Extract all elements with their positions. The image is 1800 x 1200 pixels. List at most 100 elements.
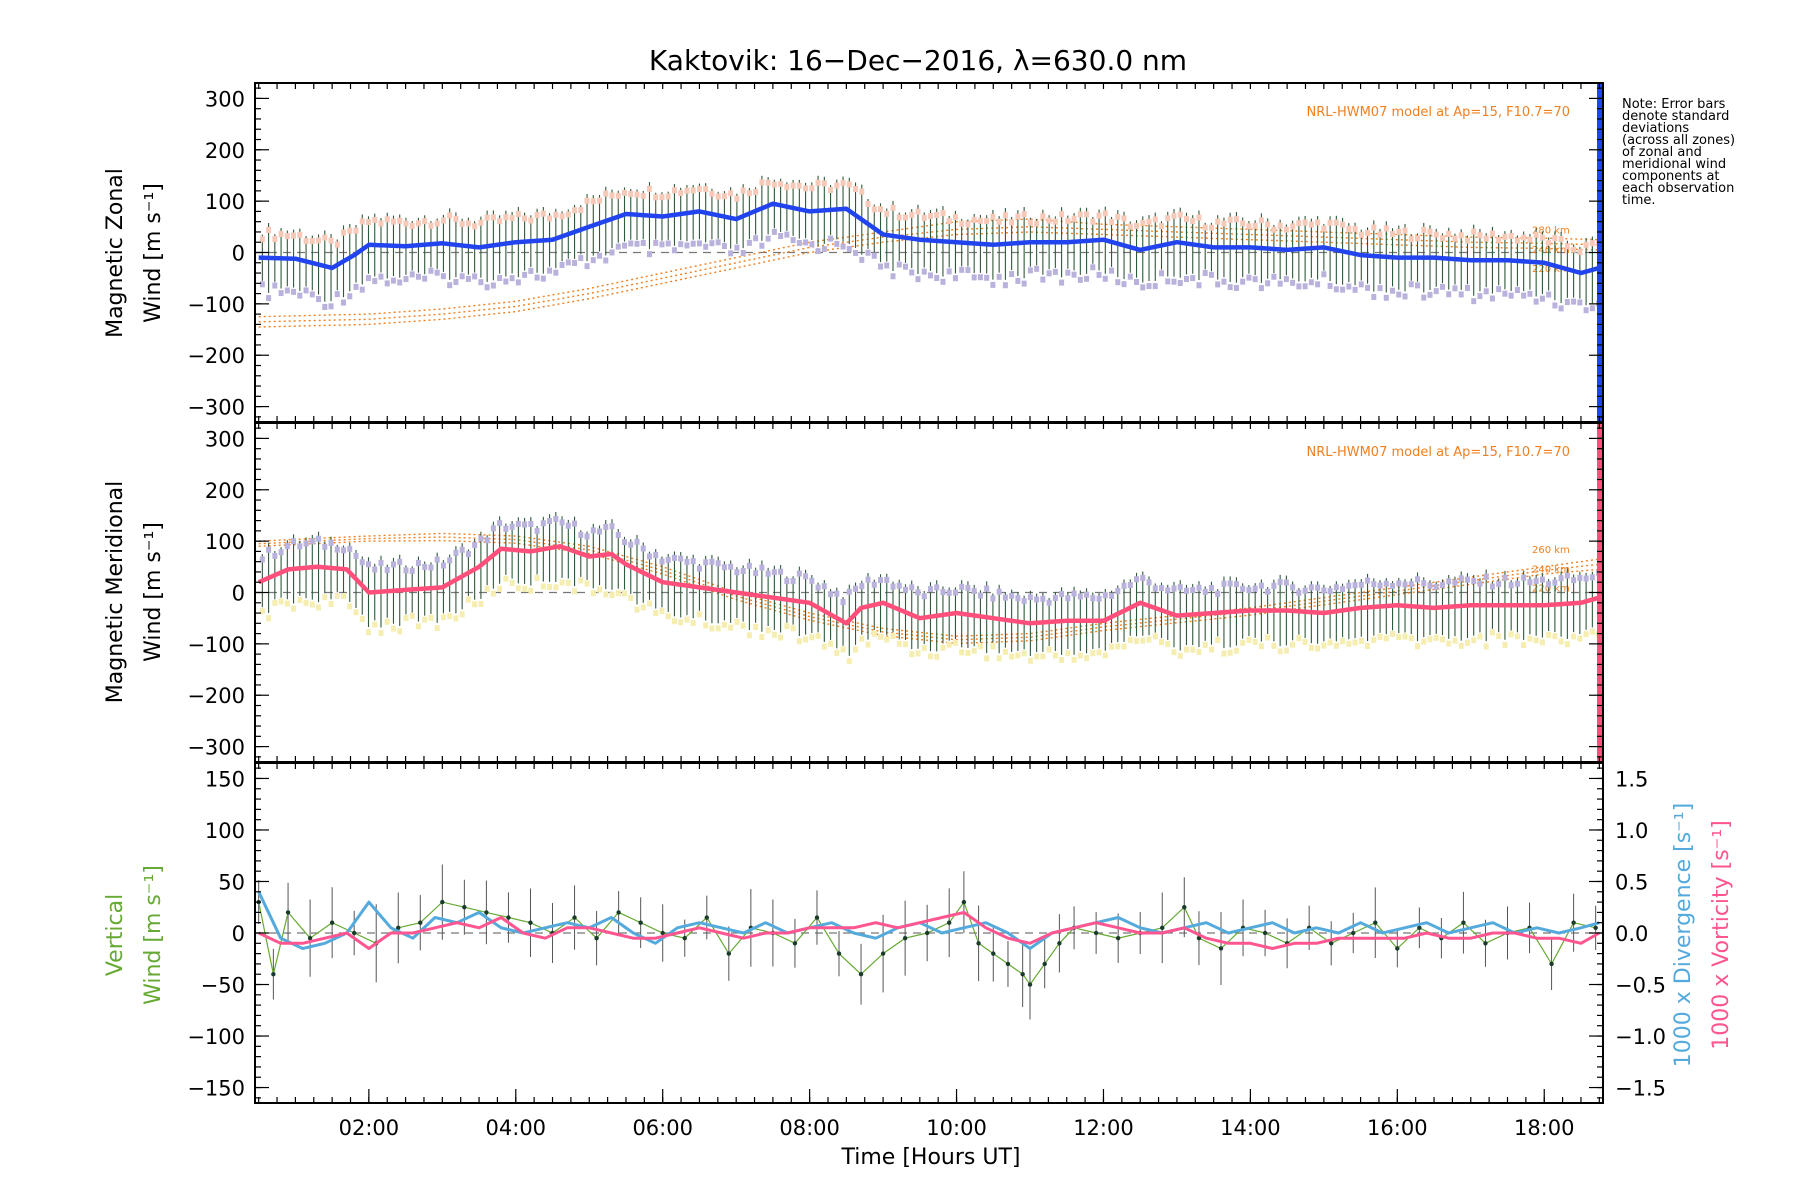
sd-marker-low (1265, 634, 1271, 641)
sd-marker-high (815, 584, 821, 591)
sd-marker-low (1446, 640, 1452, 647)
vertical-wind-point (462, 905, 467, 910)
sd-marker-low (1483, 643, 1489, 650)
y-tick-label: −100 (187, 293, 245, 317)
sd-marker-high (990, 213, 996, 220)
sd-marker-high (434, 556, 440, 563)
sd-marker-high (1390, 582, 1396, 589)
sd-marker-low (597, 252, 603, 259)
sd-marker-low (1583, 631, 1589, 638)
sd-marker-high (1502, 233, 1508, 240)
sd-marker-low (1396, 634, 1402, 641)
sd-marker-low (590, 590, 596, 597)
sd-marker-high (1377, 582, 1383, 589)
sd-marker-low (1502, 290, 1508, 297)
sd-marker-low (965, 649, 971, 656)
sd-marker-low (1421, 638, 1427, 645)
sd-marker-high (977, 217, 983, 224)
sd-marker-high (522, 215, 528, 222)
sd-marker-low (753, 623, 759, 630)
y2-tick-label: −1.5 (1615, 1077, 1666, 1101)
sd-marker-low (622, 590, 628, 597)
note-line: time. (1622, 193, 1656, 208)
sd-marker-high (528, 217, 534, 224)
sd-marker-high (646, 553, 652, 560)
sd-marker-low (690, 240, 696, 247)
meridional-model-label: NRL-HWM07 model at Ap=15, F10.7=70 (1307, 445, 1571, 460)
sd-marker-high (1552, 235, 1558, 242)
sd-marker-high (1071, 590, 1077, 597)
sd-marker-high (1340, 586, 1346, 593)
sd-marker-low (859, 635, 865, 642)
sd-marker-high (896, 214, 902, 221)
sd-marker-high (1533, 578, 1539, 585)
sd-marker-low (465, 275, 471, 282)
sd-marker-high (1009, 219, 1015, 226)
sd-marker-low (528, 587, 534, 594)
sd-marker-high (765, 179, 771, 186)
sd-marker-low (1134, 638, 1140, 645)
sd-marker-high (1577, 249, 1583, 256)
sd-marker-high (272, 236, 278, 243)
model-curve-220-km (258, 231, 1600, 328)
sd-marker-high (534, 527, 540, 534)
vertical-wind-point (1593, 925, 1598, 931)
divergence-y2label: 1000 x Divergence [s⁻¹] (1671, 803, 1696, 1067)
mean-wind-line (258, 201, 1600, 276)
sd-marker-high (347, 545, 353, 552)
sd-marker-high (1302, 587, 1308, 594)
sd-marker-low (1034, 265, 1040, 272)
vertical-wind-point (1160, 925, 1165, 931)
sd-marker-low (940, 278, 946, 285)
sd-marker-low (559, 579, 565, 586)
sd-marker-high (965, 584, 971, 591)
sd-marker-low (715, 625, 721, 632)
sd-marker-high (278, 549, 284, 556)
sd-marker-low (821, 643, 827, 650)
sd-marker-low (372, 278, 378, 285)
sd-marker-high (1134, 222, 1140, 229)
sd-marker-high (1427, 582, 1433, 589)
sd-marker-low (1277, 280, 1283, 287)
sd-marker-low (1458, 291, 1464, 298)
sd-marker-high (734, 569, 740, 576)
sd-marker-high (946, 589, 952, 596)
vertical-wind-point (1262, 930, 1268, 936)
sd-marker-high (347, 227, 353, 234)
sd-marker-low (696, 611, 702, 618)
sd-marker-high (1208, 585, 1214, 592)
sd-marker-low (1134, 278, 1140, 285)
sd-marker-low (528, 267, 534, 274)
sd-marker-low (584, 580, 590, 587)
sd-marker-low (790, 237, 796, 244)
sd-marker-high (1021, 211, 1027, 218)
sd-marker-low (1546, 631, 1552, 638)
sd-marker-low (1233, 647, 1239, 654)
sd-marker-high (509, 215, 515, 222)
sd-marker-low (278, 598, 284, 605)
sd-marker-high (266, 546, 272, 553)
sd-marker-high (590, 527, 596, 534)
sd-marker-high (1571, 246, 1577, 253)
sd-marker-low (297, 597, 303, 604)
sd-marker-high (896, 582, 902, 589)
sd-marker-high (952, 589, 958, 596)
y-tick-label: 150 (205, 767, 245, 791)
sd-marker-high (790, 182, 796, 189)
zonal-ylabel-line2: Wind [m s⁻¹] (141, 183, 166, 323)
sd-marker-low (484, 284, 490, 291)
sd-marker-low (1283, 276, 1289, 283)
sd-marker-high (578, 531, 584, 538)
sd-marker-high (1165, 587, 1171, 594)
sd-marker-low (1246, 636, 1252, 643)
sd-marker-high (1040, 595, 1046, 602)
sd-marker-high (1052, 218, 1058, 225)
sd-marker-low (1496, 633, 1502, 640)
sd-marker-high (291, 538, 297, 545)
sd-marker-high (1346, 225, 1352, 232)
sd-marker-high (609, 192, 615, 199)
sd-marker-low (1390, 631, 1396, 638)
sd-marker-high (490, 525, 496, 532)
sd-marker-high (309, 538, 315, 545)
sd-marker-low (853, 646, 859, 653)
